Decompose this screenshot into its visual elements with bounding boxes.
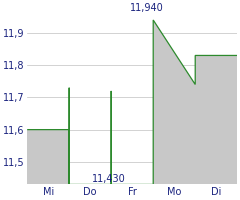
- Text: 11,940: 11,940: [130, 3, 164, 13]
- Polygon shape: [153, 20, 195, 184]
- Text: 11,430: 11,430: [92, 174, 126, 184]
- Polygon shape: [195, 55, 237, 184]
- Polygon shape: [153, 84, 195, 184]
- Polygon shape: [27, 130, 69, 184]
